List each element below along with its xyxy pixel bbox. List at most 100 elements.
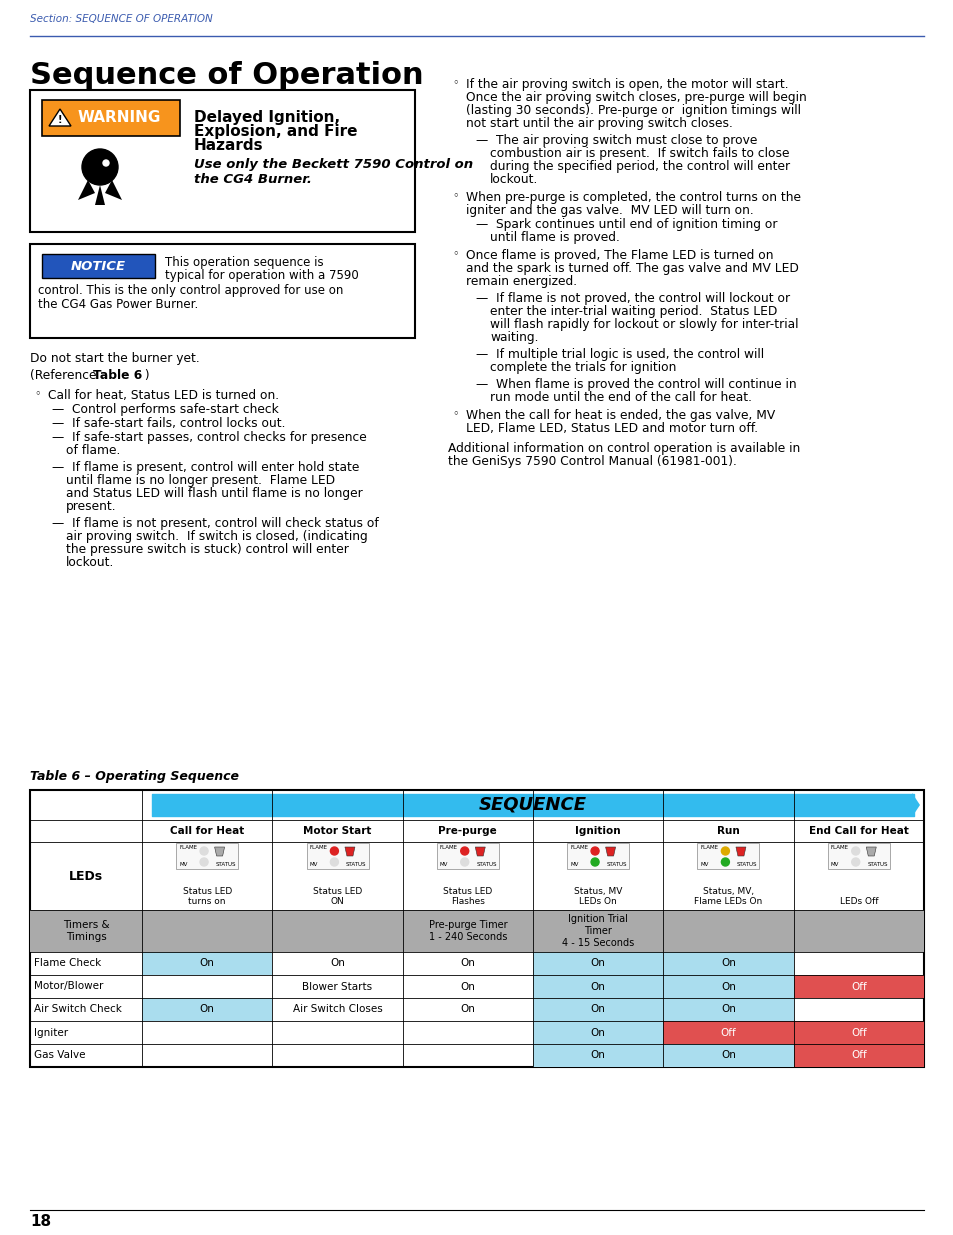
Text: STATUS: STATUS bbox=[866, 862, 887, 867]
Bar bbox=[662, 998, 793, 1021]
Text: On: On bbox=[460, 1004, 475, 1014]
Text: NOTICE: NOTICE bbox=[71, 259, 126, 273]
Text: ◦: ◦ bbox=[34, 389, 41, 399]
Text: WARNING: WARNING bbox=[77, 110, 160, 126]
Text: Use only the Beckett 7590 Control on: Use only the Beckett 7590 Control on bbox=[193, 158, 473, 170]
Text: the pressure switch is stuck) control will enter: the pressure switch is stuck) control wi… bbox=[66, 543, 349, 556]
Text: Call for heat, Status LED is turned on.: Call for heat, Status LED is turned on. bbox=[48, 389, 279, 403]
Text: LED, Flame LED, Status LED and motor turn off.: LED, Flame LED, Status LED and motor tur… bbox=[465, 422, 758, 435]
Text: STATUS: STATUS bbox=[346, 862, 366, 867]
Bar bbox=[793, 1044, 923, 1067]
Bar bbox=[697, 844, 759, 869]
Text: Air Switch Closes: Air Switch Closes bbox=[293, 1004, 382, 1014]
Text: will flash rapidly for lockout or slowly for inter-trial: will flash rapidly for lockout or slowly… bbox=[490, 317, 798, 331]
Polygon shape bbox=[49, 109, 71, 126]
Text: typical for operation with a 7590: typical for operation with a 7590 bbox=[165, 269, 358, 282]
Bar bbox=[42, 254, 154, 278]
Bar bbox=[142, 998, 272, 1021]
Polygon shape bbox=[735, 847, 745, 856]
Text: FLAME: FLAME bbox=[570, 845, 588, 850]
Circle shape bbox=[330, 858, 338, 866]
Text: lockout.: lockout. bbox=[66, 556, 114, 569]
Text: Blower Starts: Blower Starts bbox=[302, 982, 373, 992]
Text: FLAME: FLAME bbox=[439, 845, 457, 850]
Text: —  If safe-start passes, control checks for presence: — If safe-start passes, control checks f… bbox=[52, 431, 366, 445]
Text: Delayed Ignition,: Delayed Ignition, bbox=[193, 110, 340, 125]
Polygon shape bbox=[605, 847, 615, 856]
Text: Off: Off bbox=[850, 982, 865, 992]
Text: On: On bbox=[460, 982, 475, 992]
Bar bbox=[567, 844, 629, 869]
Text: the CG4 Burner.: the CG4 Burner. bbox=[193, 173, 312, 186]
Text: On: On bbox=[720, 1051, 735, 1061]
Text: Off: Off bbox=[720, 1028, 736, 1037]
Text: and Status LED will flash until flame is no longer: and Status LED will flash until flame is… bbox=[66, 487, 362, 500]
Polygon shape bbox=[95, 185, 105, 205]
Text: If the air proving switch is open, the motor will start.: If the air proving switch is open, the m… bbox=[465, 78, 788, 91]
Text: Call for Heat: Call for Heat bbox=[170, 826, 244, 836]
Bar bbox=[793, 974, 923, 998]
Text: combustion air is present.  If switch fails to close: combustion air is present. If switch fai… bbox=[490, 147, 789, 161]
Text: STATUS: STATUS bbox=[606, 862, 626, 867]
Text: until flame is proved.: until flame is proved. bbox=[490, 231, 619, 245]
Circle shape bbox=[460, 858, 468, 866]
Text: On: On bbox=[590, 982, 605, 992]
Circle shape bbox=[720, 847, 729, 855]
Text: complete the trials for ignition: complete the trials for ignition bbox=[490, 361, 676, 374]
Text: Status LED
turns on: Status LED turns on bbox=[182, 887, 232, 906]
Bar bbox=[306, 844, 368, 869]
Text: air proving switch.  If switch is closed, (indicating: air proving switch. If switch is closed,… bbox=[66, 530, 367, 543]
Bar bbox=[662, 974, 793, 998]
Text: Table 6: Table 6 bbox=[92, 369, 142, 382]
Text: MV: MV bbox=[439, 862, 448, 867]
Circle shape bbox=[103, 161, 109, 165]
Bar bbox=[533, 1021, 662, 1044]
Text: MV: MV bbox=[570, 862, 578, 867]
Text: MV: MV bbox=[179, 862, 188, 867]
Text: remain energized.: remain energized. bbox=[465, 275, 577, 288]
Text: Status LED
ON: Status LED ON bbox=[313, 887, 362, 906]
Text: Section: SEQUENCE OF OPERATION: Section: SEQUENCE OF OPERATION bbox=[30, 14, 213, 23]
Text: Explosion, and Fire: Explosion, and Fire bbox=[193, 124, 357, 140]
Text: Pre-purge: Pre-purge bbox=[438, 826, 497, 836]
Circle shape bbox=[851, 847, 859, 855]
Text: LEDs Off: LEDs Off bbox=[839, 897, 877, 906]
Text: Air Switch Check: Air Switch Check bbox=[34, 1004, 122, 1014]
Text: Additional information on control operation is available in: Additional information on control operat… bbox=[448, 442, 800, 454]
Text: On: On bbox=[720, 1004, 735, 1014]
Text: 18: 18 bbox=[30, 1214, 51, 1230]
Polygon shape bbox=[865, 847, 876, 856]
Text: Ignition Trial
Timer
4 - 15 Seconds: Ignition Trial Timer 4 - 15 Seconds bbox=[561, 914, 634, 947]
Text: !: ! bbox=[58, 115, 62, 125]
Bar bbox=[30, 790, 923, 1067]
Text: —  If flame is present, control will enter hold state: — If flame is present, control will ente… bbox=[52, 461, 359, 474]
Bar bbox=[533, 998, 662, 1021]
Text: On: On bbox=[199, 958, 214, 968]
Bar bbox=[662, 952, 793, 974]
Polygon shape bbox=[78, 180, 95, 200]
Text: —  If flame is not proved, the control will lockout or: — If flame is not proved, the control wi… bbox=[476, 291, 789, 305]
Text: End Call for Heat: End Call for Heat bbox=[808, 826, 908, 836]
Text: Flame Check: Flame Check bbox=[34, 958, 101, 968]
Text: —  If flame is not present, control will check status of: — If flame is not present, control will … bbox=[52, 517, 378, 530]
Text: Timers &
Timings: Timers & Timings bbox=[63, 920, 110, 942]
Bar bbox=[533, 974, 662, 998]
Text: —  If multiple trial logic is used, the control will: — If multiple trial logic is used, the c… bbox=[476, 348, 763, 361]
Text: and the spark is turned off. The gas valve and MV LED: and the spark is turned off. The gas val… bbox=[465, 262, 798, 275]
Text: control. This is the only control approved for use on: control. This is the only control approv… bbox=[38, 284, 343, 296]
Circle shape bbox=[591, 858, 598, 866]
Text: (Reference: (Reference bbox=[30, 369, 100, 382]
Text: On: On bbox=[590, 1004, 605, 1014]
Text: —  The air proving switch must close to prove: — The air proving switch must close to p… bbox=[476, 135, 757, 147]
Bar bbox=[176, 844, 238, 869]
Bar bbox=[30, 910, 923, 952]
Text: MV: MV bbox=[830, 862, 839, 867]
Text: Once flame is proved, The Flame LED is turned on: Once flame is proved, The Flame LED is t… bbox=[465, 249, 773, 262]
Text: LEDs: LEDs bbox=[69, 869, 103, 883]
Text: —  Spark continues until end of ignition timing or: — Spark continues until end of ignition … bbox=[476, 219, 777, 231]
Text: Sequence of Operation: Sequence of Operation bbox=[30, 61, 423, 89]
Text: On: On bbox=[720, 982, 735, 992]
Text: —  Control performs safe-start check: — Control performs safe-start check bbox=[52, 403, 278, 416]
Text: On: On bbox=[460, 958, 475, 968]
Circle shape bbox=[851, 858, 859, 866]
